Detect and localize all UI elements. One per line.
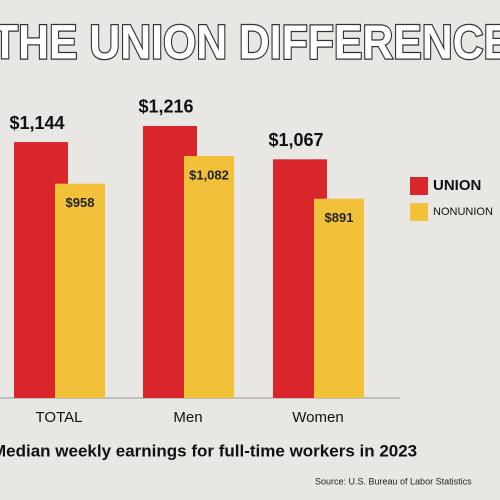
chart-subtitle: Median weekly earnings for full-time wor… <box>0 441 417 460</box>
chart-title: THE UNION DIFFERENCE <box>0 17 500 70</box>
legend-label: UNION <box>433 177 481 194</box>
value-label: $891 <box>325 210 354 225</box>
bar <box>314 198 364 398</box>
legend-label: NONUNION <box>433 206 493 218</box>
x-tick-label: Men <box>173 409 202 426</box>
value-label: $1,144 <box>9 113 64 133</box>
value-label: $1,082 <box>189 167 229 182</box>
legend-swatch <box>410 203 428 221</box>
x-tick-label: Women <box>292 409 343 426</box>
value-label: $1,067 <box>268 130 323 150</box>
bar <box>184 155 234 398</box>
value-label: $1,216 <box>138 97 193 117</box>
x-tick-label: TOTAL <box>36 409 83 426</box>
source-note: Source: U.S. Bureau of Labor Statistics <box>315 476 472 486</box>
bar <box>55 183 105 398</box>
legend-swatch <box>410 177 428 195</box>
value-label: $958 <box>66 195 95 210</box>
